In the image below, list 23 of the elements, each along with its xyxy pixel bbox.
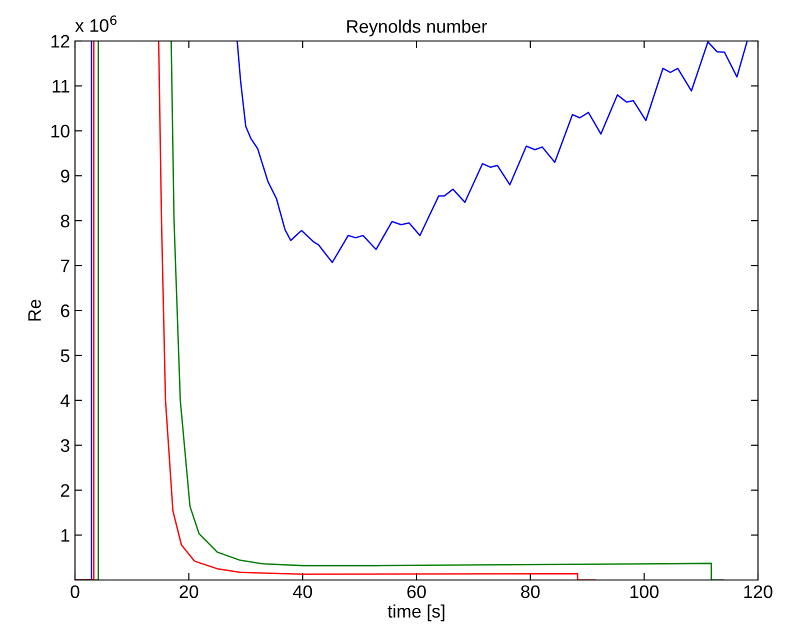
y-tick-label: 3: [60, 439, 70, 452]
x-axis-title: time [s]: [388, 604, 444, 622]
x-tick-label: 0: [70, 585, 80, 598]
x-tick-label: 120: [744, 585, 772, 598]
y-tick-label: 12: [51, 34, 70, 48]
x-tick-label: 100: [630, 585, 659, 598]
y-tick-label: 10: [51, 124, 70, 138]
y-tick-label: 8: [60, 214, 70, 228]
y-tick-label: 2: [61, 484, 70, 497]
y-tick-label: 5: [60, 350, 70, 362]
text: x 10$^{6}$: [75, 15, 117, 32]
y-tick-label: 4: [60, 394, 70, 407]
x-tick-label: 80: [521, 585, 540, 598]
y-tick-label: 11: [52, 80, 70, 92]
y-axis-title: Re: [28, 300, 41, 321]
y-tick-label: 9: [60, 170, 70, 182]
x-tick-label: 20: [180, 585, 198, 598]
y-tick-label: 1: [61, 529, 70, 542]
y-tick-label: 6: [61, 304, 70, 318]
x-tick-label: 60: [407, 585, 426, 598]
chart-title: Reynolds number: [347, 20, 487, 36]
x-tick-label: 40: [293, 585, 312, 598]
y-tick-label: 7: [61, 260, 70, 272]
